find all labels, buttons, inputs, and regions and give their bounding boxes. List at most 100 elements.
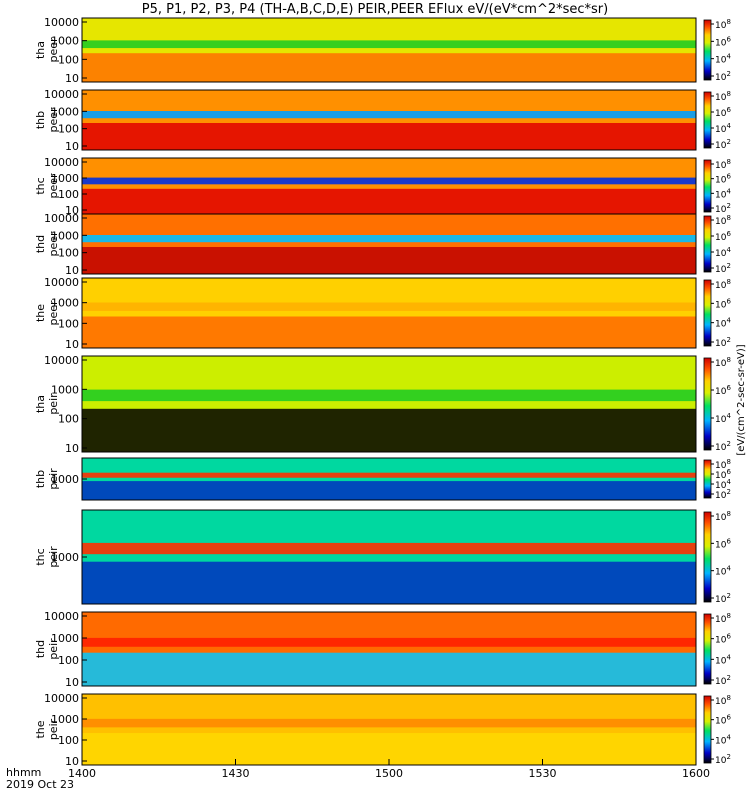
y-tick-label: 100 <box>58 413 79 426</box>
panel-frame <box>81 213 697 275</box>
panel-species-label: peir <box>47 393 60 415</box>
y-tick-label: 1000 <box>51 172 79 185</box>
colorbar-tick-label: 106 <box>715 35 731 48</box>
panel-tha-peer: tha peer 10 100 1000 10000 102 104 106 108 <box>34 16 731 85</box>
y-tick-label: 1000 <box>51 713 79 726</box>
colorbar-tick-label: 104 <box>715 122 731 135</box>
y-tick-label: 1000 <box>51 35 79 48</box>
y-tick-label: 10000 <box>44 88 79 101</box>
colorbar-tick-label: 104 <box>715 733 731 746</box>
colorbar-tick-label: 104 <box>715 653 731 666</box>
panel-frame <box>81 611 697 687</box>
colorbar-tick-label: 108 <box>715 18 731 31</box>
colorbar <box>703 613 712 685</box>
colorbar-tick-label: 108 <box>715 458 731 471</box>
spectrogram-low-energy-band <box>82 652 696 686</box>
colorbar-tick-label: 104 <box>715 478 731 491</box>
panel-the-peer: the peer 10 100 1000 10000 102 104 106 108 <box>34 276 731 351</box>
x-tick-label: 1400 <box>68 767 96 780</box>
colorbar-tick-label: 108 <box>715 278 731 291</box>
panel-thd-peer: thd peer 10 100 1000 10000 102 104 106 108 <box>34 212 731 277</box>
y-tick-label: 10000 <box>44 354 79 367</box>
y-tick-label: 10000 <box>44 16 79 29</box>
colorbar-tick-label: 106 <box>715 106 731 119</box>
colorbar-tick-label: 108 <box>715 694 731 707</box>
y-tick-label: 1000 <box>51 383 79 396</box>
y-tick-label: 100 <box>58 654 79 667</box>
y-tick-label: 100 <box>58 123 79 136</box>
colorbar <box>703 357 712 451</box>
panel-probe-label: tha <box>34 41 47 59</box>
colorbar-tick-label: 104 <box>715 53 731 66</box>
x-tick-label: 1430 <box>222 767 250 780</box>
y-tick-label: 10 <box>65 755 79 768</box>
y-tick-label: 1000 <box>51 297 79 310</box>
panel-frame <box>81 355 697 453</box>
y-tick-label: 10000 <box>44 212 79 225</box>
y-tick-label: 1000 <box>51 473 79 486</box>
panel-probe-label: thd <box>34 235 47 253</box>
colorbar-tick-label: 106 <box>715 714 731 727</box>
panel-the-peir: the peir 10 100 1000 10000 102 104 106 108 <box>34 692 731 768</box>
spectrogram-mid-band <box>82 235 696 243</box>
panel-probe-label: thc <box>34 177 47 194</box>
panel-species-label: peir <box>47 638 60 660</box>
colorbar-tick-label: 104 <box>715 187 731 200</box>
colorbar-tick-label: 102 <box>715 202 731 215</box>
y-tick-label: 10 <box>65 264 79 277</box>
colorbar-tick-label: 108 <box>715 158 731 171</box>
x-corner-label-top: hhmm <box>6 766 41 779</box>
panel-frame <box>81 277 697 349</box>
x-corner-label-bottom: 2019 Oct 23 <box>6 778 74 791</box>
panel-species-label: peir <box>47 546 60 568</box>
chart-title: P5, P1, P2, P3, P4 (TH-A,B,C,D,E) PEIR,P… <box>141 2 609 17</box>
y-tick-label: 1000 <box>51 632 79 645</box>
colorbar-tick-label: 106 <box>715 537 731 550</box>
y-tick-label: 10000 <box>44 156 79 169</box>
y-tick-label: 100 <box>58 53 79 66</box>
panel-frame <box>81 17 697 83</box>
y-tick-label: 10 <box>65 442 79 455</box>
colorbar <box>703 19 712 81</box>
y-tick-label: 1000 <box>51 105 79 118</box>
panel-thb-peer: thb peer 10 100 1000 10000 102 104 106 108 <box>34 88 731 153</box>
colorbar <box>703 215 712 273</box>
panel-probe-label: the <box>34 304 47 322</box>
spectrogram-low-energy-band <box>82 481 696 500</box>
spectrogram-low-energy-band <box>82 561 696 604</box>
y-tick-label: 100 <box>58 247 79 260</box>
panel-species-label: peer <box>47 300 60 326</box>
colorbar-tick-label: 106 <box>715 468 731 481</box>
colorbar-tick-label: 104 <box>715 317 731 330</box>
colorbar-tick-label: 108 <box>715 612 731 625</box>
spectrogram-low-energy-band <box>82 53 696 82</box>
spectrogram-low-energy-band <box>82 188 696 214</box>
x-tick-label: 1530 <box>529 767 557 780</box>
panel-tha-peir: tha peir 10 100 1000 10000 102 104 106 108 <box>34 354 731 455</box>
colorbar-tick-label: 104 <box>715 246 731 259</box>
spectrogram-mid-band <box>82 472 696 478</box>
panel-probe-label: thc <box>34 548 47 565</box>
spectrogram-mid-band <box>82 111 696 119</box>
colorbar-tick-label: 102 <box>715 674 731 687</box>
colorbar <box>703 459 712 499</box>
colorbar-tick-label: 102 <box>715 440 731 453</box>
colorbar <box>703 159 712 213</box>
colorbar-tick-label: 108 <box>715 510 731 523</box>
colorbar-tick-label: 108 <box>715 214 731 227</box>
colorbar-tick-label: 102 <box>715 138 731 151</box>
panel-species-label: peir <box>47 718 60 740</box>
spectrogram-mid-band <box>82 40 696 49</box>
spectrogram-low-energy-band <box>82 247 696 274</box>
spectrogram-low-energy-band <box>82 408 696 452</box>
y-tick-label: 100 <box>58 188 79 201</box>
panel-species-label: peer <box>47 107 60 133</box>
panel-probe-label: the <box>34 720 47 738</box>
y-tick-label: 10 <box>65 676 79 689</box>
colorbar <box>703 91 712 149</box>
colorbar-tick-label: 102 <box>715 70 731 83</box>
colorbar-tick-label: 102 <box>715 488 731 501</box>
y-tick-label: 10000 <box>44 610 79 623</box>
colorbar-tick-label: 102 <box>715 262 731 275</box>
